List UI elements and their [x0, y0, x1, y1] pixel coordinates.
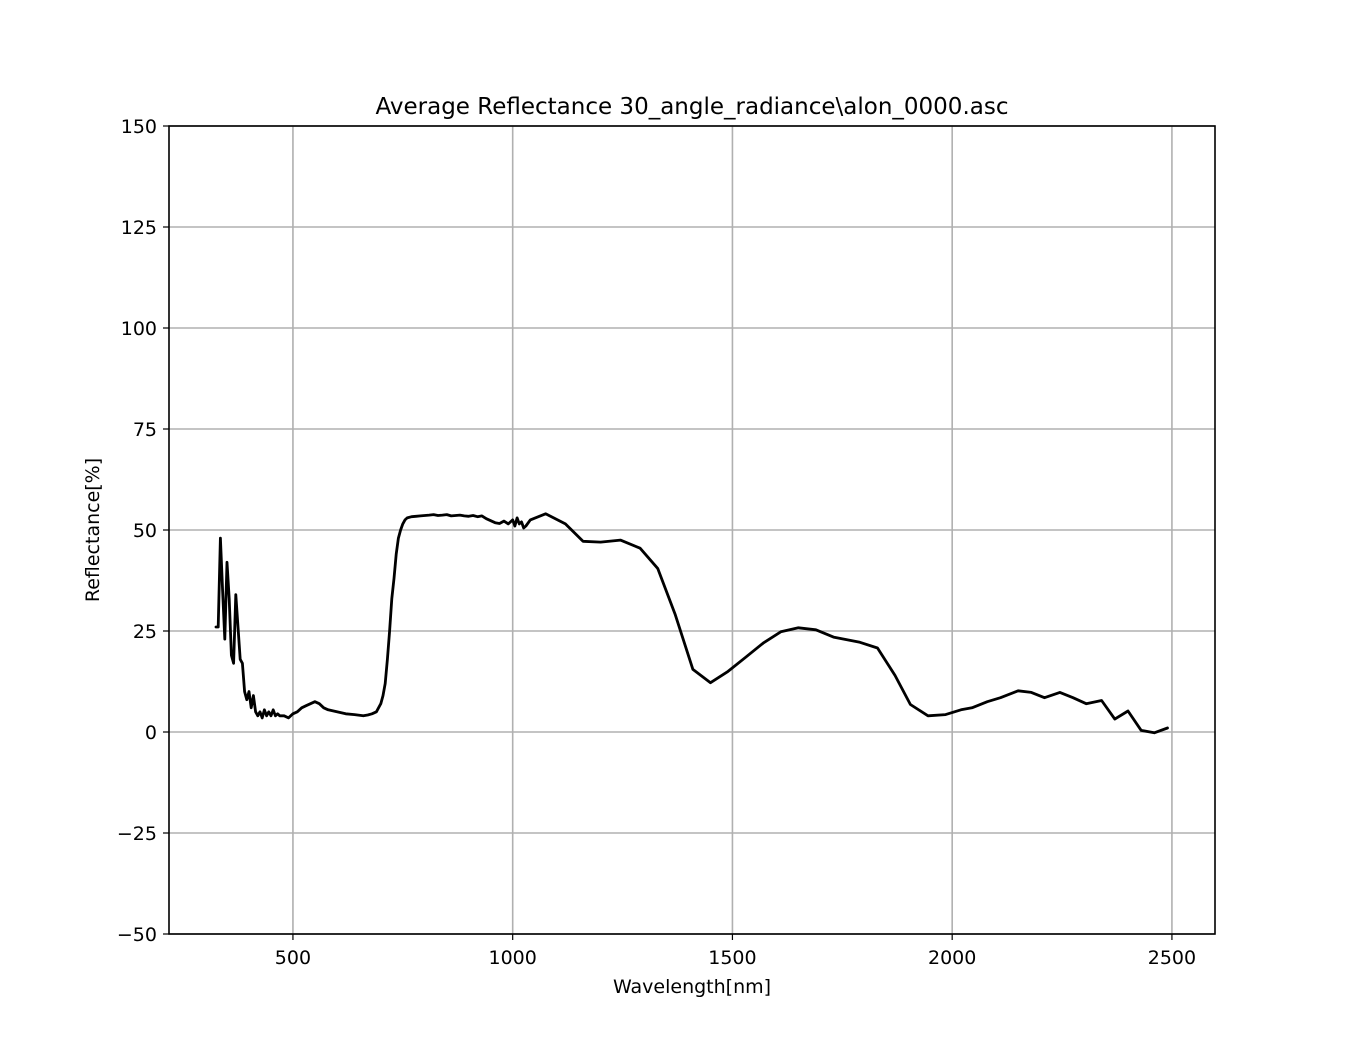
grid: [169, 125, 1215, 935]
y-tick-label: 0: [145, 722, 157, 744]
plot-frame: [168, 125, 1216, 935]
x-tick-label: 2500: [1148, 947, 1196, 969]
x-tick-label: 1000: [489, 947, 537, 969]
y-tick-label: 150: [121, 116, 157, 138]
y-tick-label: 75: [133, 419, 157, 441]
x-tick-label: 1500: [708, 947, 756, 969]
y-tick-label: 50: [133, 520, 157, 542]
y-tick-label: −25: [117, 823, 157, 845]
reflectance-series-line: [214, 512, 1169, 735]
y-axis-label: Reflectance[%]: [82, 458, 104, 602]
y-tick-label: −50: [117, 924, 157, 946]
y-tick-label: 25: [133, 621, 157, 643]
axis-ticks: 500 1000 1500 2000 2500 −50 −25 0 25 50 75 100 125 15…: [117, 116, 1196, 969]
x-tick-label: 2000: [928, 947, 976, 969]
chart-title: Average Reflectance 30_angle_radiance\al…: [376, 94, 1009, 120]
x-tick-label: 500: [275, 947, 311, 969]
y-tick-label: 100: [121, 318, 157, 340]
x-axis-label: Wavelength[nm]: [613, 976, 771, 998]
y-tick-label: 125: [121, 217, 157, 239]
